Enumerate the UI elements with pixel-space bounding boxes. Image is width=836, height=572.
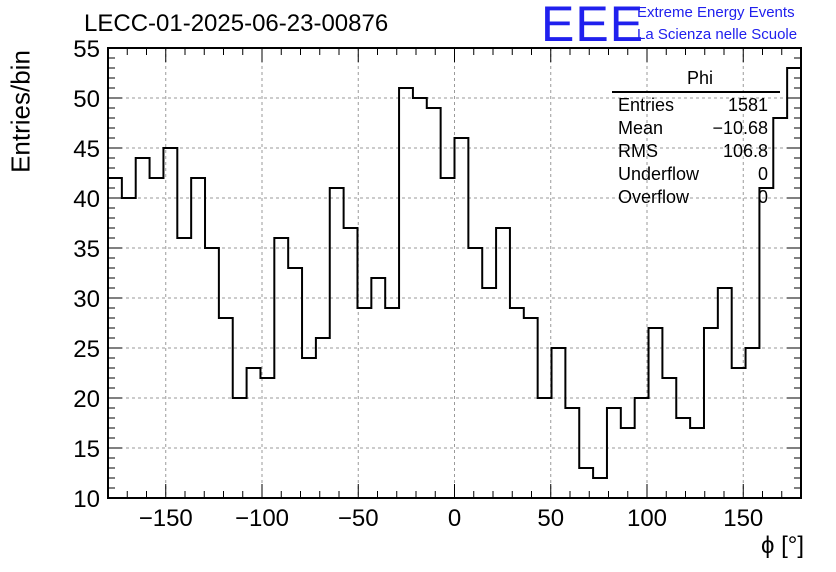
x-tick-label: 100	[627, 505, 667, 532]
y-tick-label: 30	[73, 286, 100, 313]
stats-row-mean: Mean −10.68	[612, 117, 780, 140]
stats-value: 106.8	[722, 141, 768, 161]
stats-row-rms: RMS 106.8	[612, 140, 780, 163]
stats-value: 0	[757, 164, 768, 184]
x-tick-label: 50	[537, 505, 564, 532]
y-tick-label: 25	[73, 336, 100, 363]
stats-histogram-name: Phi	[686, 68, 713, 88]
eee-logo: EEE	[541, 0, 645, 52]
stats-row-underflow: Underflow 0	[612, 163, 780, 186]
chart-title: LECC-01-2025-06-23-00876	[84, 10, 389, 37]
y-tick-label: 20	[73, 386, 100, 413]
stats-label: Mean	[618, 118, 664, 138]
y-tick-label: 40	[73, 186, 100, 213]
y-tick-label: 35	[73, 236, 100, 263]
tick-labels: −150 −100 −50 0 50 100 150 10 15 20 25 30 35 40 45 50 55	[73, 36, 763, 532]
stats-label: RMS	[618, 141, 658, 161]
x-tick-label: −150	[139, 505, 193, 532]
stats-label: Underflow	[618, 164, 700, 184]
x-tick-label: −50	[338, 505, 379, 532]
stats-value: −10.68	[712, 118, 768, 138]
y-tick-label: 55	[73, 36, 100, 63]
y-tick-label: 50	[73, 86, 100, 113]
histogram-line	[108, 67, 801, 479]
y-axis-label: Entries/bin	[5, 50, 36, 173]
x-axis-label: ϕ [°]	[760, 532, 804, 559]
logo-text-line2: La Scienza nelle Scuole	[637, 26, 798, 43]
stats-divider	[612, 91, 780, 93]
x-tick-label: −100	[235, 505, 289, 532]
stats-box: Phi Entries 1581 Mean −10.68 RMS 106.8 U…	[612, 68, 780, 209]
logo-text-line1: Extreme Energy Events	[637, 4, 795, 21]
stats-row-overflow: Overflow 0	[612, 186, 780, 209]
axis-ticks	[108, 47, 801, 499]
y-tick-label: 10	[73, 486, 100, 513]
stats-value: 1581	[727, 95, 768, 115]
stats-label: Overflow	[618, 187, 690, 207]
stats-row-entries: Entries 1581	[612, 94, 780, 117]
grid-lines	[108, 48, 801, 498]
x-tick-label: 0	[448, 505, 461, 532]
y-tick-label: 15	[73, 436, 100, 463]
stats-value: 0	[757, 187, 768, 207]
x-tick-label: 150	[723, 505, 763, 532]
y-tick-label: 45	[73, 136, 100, 163]
stats-label: Entries	[618, 95, 675, 115]
